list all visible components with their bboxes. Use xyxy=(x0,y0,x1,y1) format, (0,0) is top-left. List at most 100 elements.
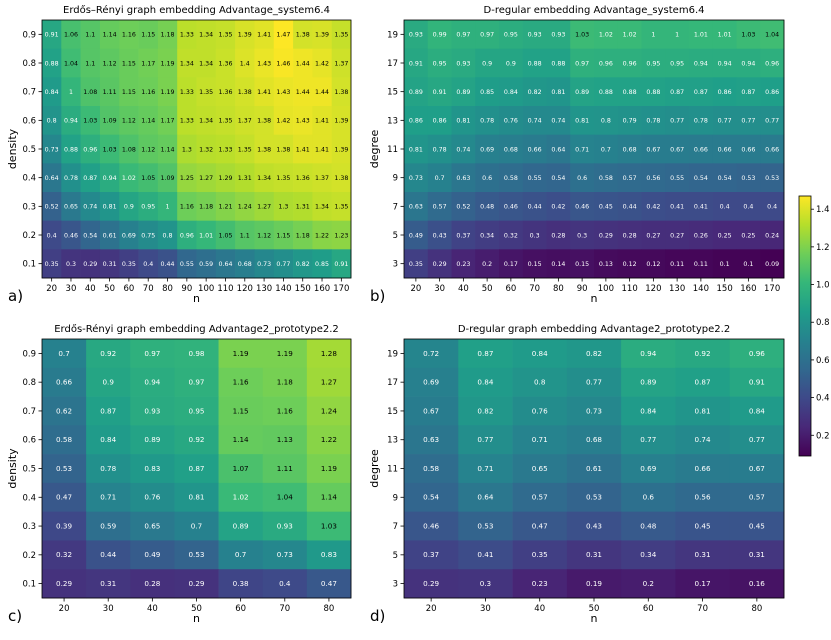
heatmap-cell xyxy=(273,249,294,279)
heatmap-cell xyxy=(42,482,87,513)
colorbar: 0.2 0.4 0.6 0.8 1.0 1.2 1.4 xyxy=(798,195,830,457)
cell-value-label: 0.91 xyxy=(749,378,765,387)
heatmap-cell xyxy=(512,540,568,570)
heatmap-cell xyxy=(138,106,159,136)
cell-value-label: 0.52 xyxy=(456,204,470,211)
cell-value-label: 0.58 xyxy=(56,435,72,444)
x-tick-label: 70 xyxy=(529,284,540,294)
heatmap-cell xyxy=(273,20,294,50)
x-tick-label: 20 xyxy=(426,604,437,614)
cell-value-label: 1.35 xyxy=(334,32,348,39)
y-tick-label: 0.4 xyxy=(22,174,36,184)
cell-value-label: 0.64 xyxy=(477,493,493,502)
cell-value-label: 0.88 xyxy=(599,89,613,96)
heatmap-panel-2: 0.93 0.99 0.97 0.97 0.95 0.93 0.93 1.03 1.02 1.02… xyxy=(368,5,785,305)
heatmap-cell xyxy=(196,220,217,250)
cell-value-label: 0.91 xyxy=(409,60,423,67)
heatmap-cell xyxy=(99,20,120,50)
heatmap-cell xyxy=(451,192,476,222)
x-tick-label: 70 xyxy=(697,604,708,614)
heatmap-cell xyxy=(157,77,178,107)
cell-value-label: 1.16 xyxy=(122,32,136,39)
cell-value-label: 0.68 xyxy=(238,261,252,268)
heatmap-cell xyxy=(235,220,255,250)
cell-value-label: 0.81 xyxy=(695,406,711,415)
heatmap-cell xyxy=(712,192,737,222)
cell-value-label: 0.57 xyxy=(532,493,548,502)
x-tick-label: 90 xyxy=(181,284,192,294)
heatmap-cell xyxy=(174,425,219,455)
heatmap-cell xyxy=(675,569,731,599)
heatmap-cell xyxy=(427,20,452,50)
cell-value-label: 1.22 xyxy=(321,435,337,444)
heatmap-cell xyxy=(138,192,159,222)
cell-value-label: 1.36 xyxy=(218,89,232,96)
cell-value-label: 0.44 xyxy=(161,261,175,268)
heatmap-cell xyxy=(196,163,217,193)
heatmap-cell xyxy=(499,249,524,279)
heatmap-cell xyxy=(427,220,452,250)
cell-value-label: 0.37 xyxy=(423,550,439,559)
heatmap-cell xyxy=(86,482,131,513)
heatmap-cell xyxy=(566,425,622,455)
cell-value-label: 0.7 xyxy=(191,521,202,530)
cell-value-label: 1.36 xyxy=(296,175,310,182)
x-tick-label: 130 xyxy=(669,284,685,294)
cell-value-label: 0.66 xyxy=(765,146,779,153)
heatmap-cell xyxy=(306,511,352,541)
cell-value-label: 0.76 xyxy=(144,493,160,502)
y-axis-label: degree xyxy=(368,130,381,169)
cell-value-label: 0.29 xyxy=(599,232,613,239)
cell-value-label: 0.7 xyxy=(235,550,246,559)
heatmap-cell xyxy=(215,163,236,193)
x-tick-label: 40 xyxy=(458,284,469,294)
cell-value-label: 1.44 xyxy=(296,89,310,96)
cell-value-label: 0.78 xyxy=(64,175,78,182)
cell-value-label: 0.74 xyxy=(551,118,565,125)
cell-value-label: 1.12 xyxy=(257,232,271,239)
heatmap-cell xyxy=(458,482,513,513)
cell-value-label: 0.41 xyxy=(477,550,493,559)
cell-value-label: 1.33 xyxy=(180,32,194,39)
cell-value-label: 0.77 xyxy=(586,378,602,387)
heatmap-cell xyxy=(427,77,452,107)
heatmap-cell xyxy=(61,163,81,193)
heatmap-cell xyxy=(621,569,676,599)
colorbar-tick-label: 1.2 xyxy=(816,243,830,253)
heatmap-cell xyxy=(621,511,676,541)
heatmap-cell xyxy=(712,106,737,136)
cell-value-label: 0.97 xyxy=(456,32,470,39)
cell-value-label: 1.09 xyxy=(161,175,175,182)
x-tick-label: 60 xyxy=(123,284,134,294)
cell-value-label: 1.01 xyxy=(718,32,732,39)
cell-value-label: 0.94 xyxy=(718,60,732,67)
heatmap-cell xyxy=(617,134,642,164)
cell-value-label: 0.44 xyxy=(623,204,637,211)
cell-value-label: 0.53 xyxy=(741,175,755,182)
heatmap-cell xyxy=(119,20,139,50)
cell-value-label: 0.1 xyxy=(743,261,753,268)
heatmap-cell xyxy=(119,220,139,250)
x-tick-label: 20 xyxy=(59,604,70,614)
cell-value-label: 1.47 xyxy=(276,32,290,39)
cell-value-label: 1.35 xyxy=(218,32,232,39)
cell-value-label: 0.28 xyxy=(551,232,565,239)
cell-value-label: 0.38 xyxy=(233,579,249,588)
cell-value-label: 0.7 xyxy=(58,349,69,358)
cell-value-label: 1.31 xyxy=(296,204,310,211)
heatmap-cell xyxy=(499,192,524,222)
cell-value-label: 0.96 xyxy=(623,60,637,67)
cell-value-label: 0.93 xyxy=(409,32,423,39)
cell-value-label: 0.81 xyxy=(575,118,589,125)
cell-value-label: 0.39 xyxy=(56,521,72,530)
heatmap-cell xyxy=(293,48,313,78)
cell-value-label: 1.33 xyxy=(180,89,194,96)
cell-value-label: 0.95 xyxy=(433,60,447,67)
cell-value-label: 0.87 xyxy=(477,349,493,358)
heatmap-cell xyxy=(621,339,676,369)
heatmap-cell xyxy=(138,249,159,279)
cell-value-label: 1 xyxy=(651,32,655,39)
x-tick-label: 40 xyxy=(147,604,158,614)
cell-value-label: 1.37 xyxy=(315,175,329,182)
